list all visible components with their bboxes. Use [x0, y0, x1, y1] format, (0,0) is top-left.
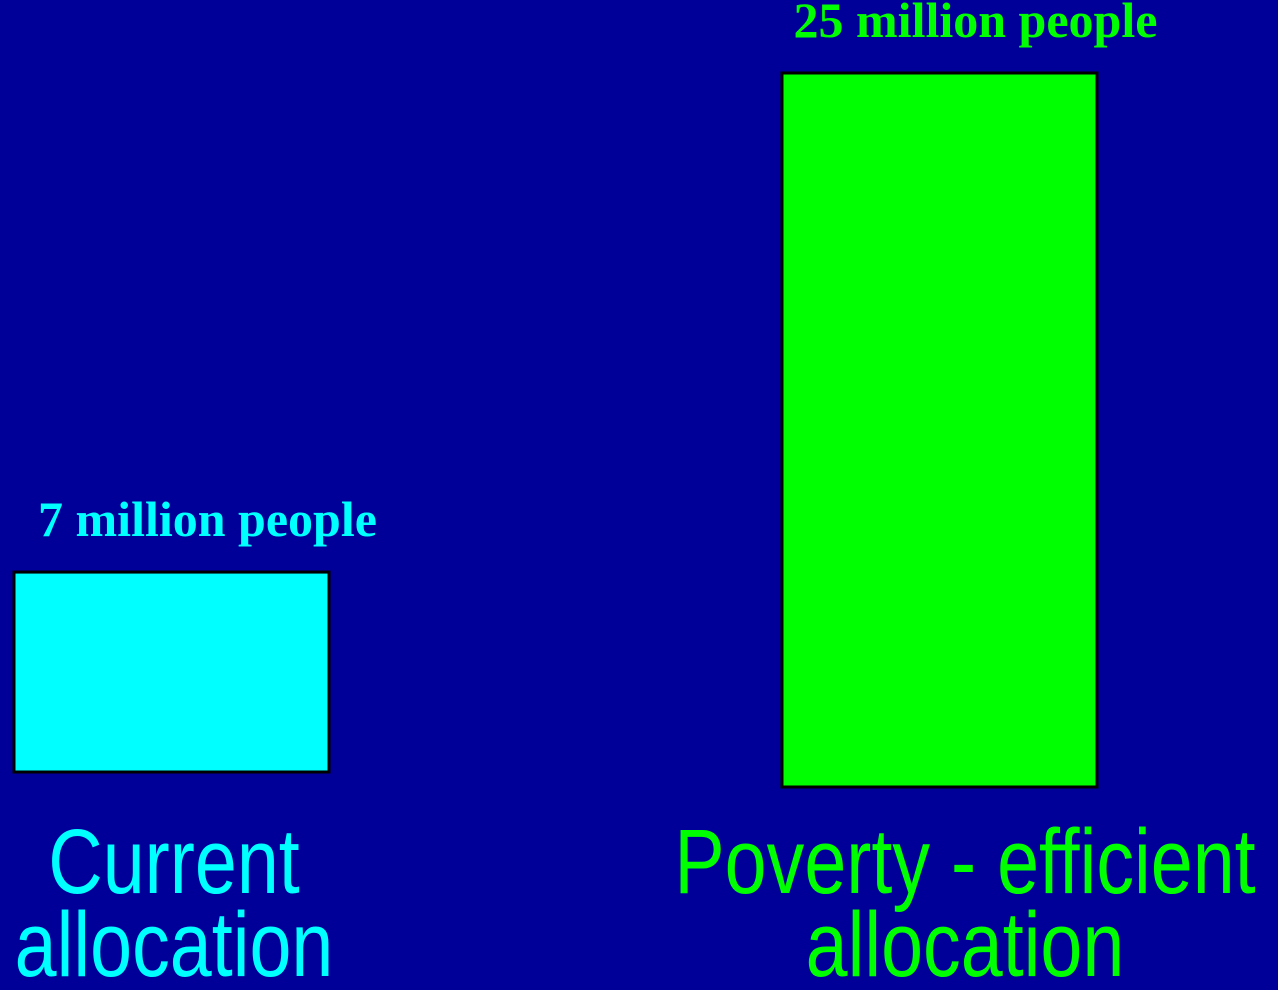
value-label-2: 25 million people	[794, 0, 1158, 48]
value-label-1: 7 million people	[38, 491, 377, 547]
category-label-1-line-1: Current	[48, 810, 300, 913]
category-label-1-line-2: allocation	[15, 893, 334, 990]
category-label-2-line-1: Poverty - efficient	[674, 810, 1255, 913]
bar-2	[780, 71, 1099, 789]
bar-1	[12, 570, 331, 774]
category-label-2-line-2: allocation	[806, 893, 1125, 990]
